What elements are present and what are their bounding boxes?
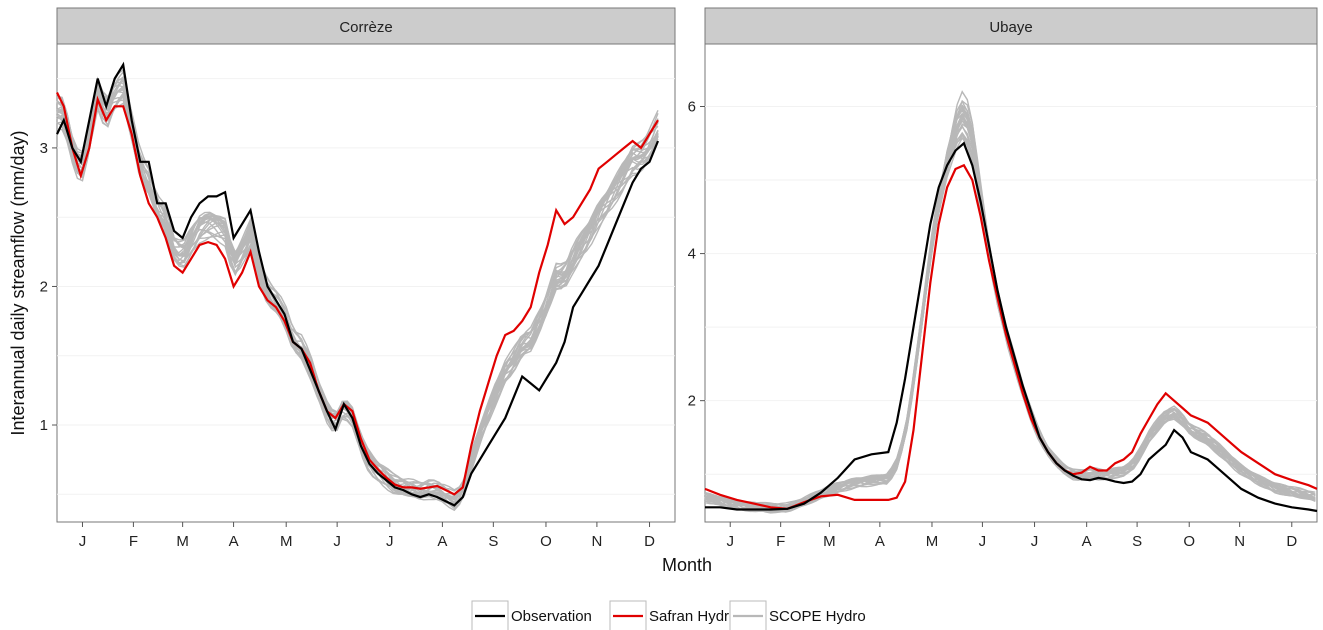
x-tick-label: J [979,533,987,550]
x-tick-label: N [1234,533,1245,550]
x-tick-label: M [280,533,293,550]
plot-area-correze [56,43,676,523]
panel-correze: Corrèze 1 2 3 J F M A M J J A S O N D [40,7,676,550]
series-lines-correze [56,61,660,507]
panel-ubaye: Ubaye 2 4 6 J F M A M J J A S O N D [688,7,1318,550]
y-tick-label: 6 [688,99,696,116]
x-tick-label: S [488,533,498,550]
x-tick-label: J [726,533,734,550]
strip-correze [56,7,676,45]
legend: Observation Safran Hydro SCOPE Hydro [471,600,866,630]
x-tick-label: O [1183,533,1195,550]
y-ticks-ubaye: 2 4 6 [688,99,705,410]
series-lines-ubaye [704,141,1318,513]
safran-hydro-line [56,92,659,496]
x-tick-label: A [229,533,239,550]
x-tick-label: D [1286,533,1297,550]
x-tick-label: M [176,533,189,550]
y-tick-label: 4 [688,246,696,263]
x-tick-label: A [437,533,447,550]
gridlines-ubaye [705,106,1317,475]
y-axis-title: Interannual daily streamflow (mm/day) [8,130,28,435]
x-tick-label: M [926,533,939,550]
x-tick-label: A [1082,533,1092,550]
strip-label-correze: Corrèze [339,19,392,36]
legend-label: Observation [511,608,592,625]
y-tick-label: 2 [40,278,48,295]
x-tick-label: N [591,533,602,550]
x-axis-title: Month [662,555,712,575]
y-tick-label: 3 [40,140,48,157]
y-ticks-correze: 1 2 3 [40,140,57,434]
observation-line [705,141,1318,513]
x-tick-label: F [776,533,785,550]
strip-ubaye [704,7,1318,45]
legend-label: SCOPE Hydro [769,608,866,625]
x-tick-label: J [386,533,394,550]
x-tick-label: J [79,533,87,550]
y-tick-label: 1 [40,417,48,434]
x-tick-label: J [333,533,341,550]
y-tick-label: 2 [688,393,696,410]
x-tick-label: S [1132,533,1142,550]
strip-label-ubaye: Ubaye [989,19,1032,36]
x-tick-label: M [823,533,836,550]
x-tick-label: F [129,533,138,550]
x-tick-label: J [1031,533,1039,550]
x-tick-label: O [540,533,552,550]
legend-label: Safran Hydro [649,608,737,625]
observation-line [56,61,660,507]
x-tick-label: D [644,533,655,550]
x-tick-label: A [875,533,885,550]
